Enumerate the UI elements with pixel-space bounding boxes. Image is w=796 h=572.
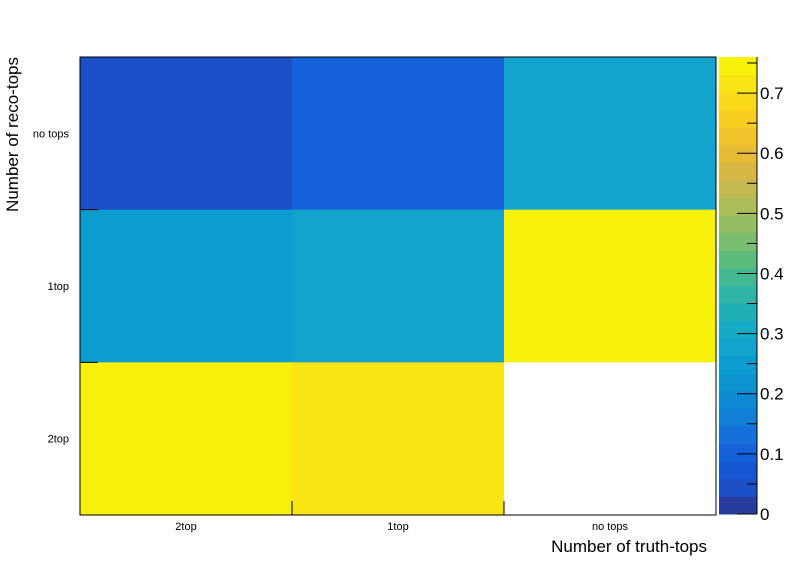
y-tick-label: 1top — [48, 281, 69, 293]
colorbar-swatch — [719, 74, 757, 93]
colorbar-tick-label: 0.4 — [760, 264, 784, 283]
heatmap-cells — [80, 57, 717, 516]
colorbar-tick-label: 0.5 — [760, 204, 784, 223]
heatmap-cell — [504, 209, 717, 363]
colorbar-tick-label: 0.3 — [760, 325, 784, 344]
axis-ticks — [79, 56, 717, 516]
colorbar-swatch — [719, 443, 757, 462]
colorbar-swatch — [719, 232, 757, 251]
colorbar-tick-label: 0.6 — [760, 144, 784, 163]
heatmap-cell — [292, 57, 505, 211]
x-tick-label: 1top — [387, 521, 408, 533]
colorbar-swatch — [719, 496, 757, 515]
colorbar-swatch — [719, 57, 757, 76]
colorbar-swatch — [719, 144, 757, 163]
colorbar-swatch — [719, 338, 757, 357]
colorbar-swatch — [719, 180, 757, 199]
colorbar-swatch — [719, 109, 757, 128]
colorbar-swatch — [719, 267, 757, 286]
y-axis-title: Number of reco-tops — [3, 57, 22, 212]
heatmap-cell — [80, 209, 293, 363]
heatmap-cell — [504, 362, 717, 516]
colorbar-tick-label: 0.7 — [760, 84, 784, 103]
heatmap-cell — [292, 209, 505, 363]
colorbar-swatch — [719, 215, 757, 234]
colorbar-swatch — [719, 250, 757, 269]
colorbar-swatch — [719, 408, 757, 427]
colorbar-swatch — [719, 355, 757, 374]
colorbar-swatch — [719, 390, 757, 410]
colorbar-swatch — [719, 373, 757, 392]
x-tick-label: 2top — [175, 521, 196, 533]
x-tick-label: no tops — [592, 521, 629, 533]
colorbar-swatch — [719, 478, 757, 497]
heatmap-cell — [504, 57, 717, 211]
y-tick-label: 2top — [48, 434, 69, 446]
heatmap-cell — [80, 57, 293, 211]
colorbar-swatch — [719, 162, 757, 181]
colorbar-swatch — [719, 303, 757, 322]
colorbar-swatch — [719, 127, 757, 146]
y-tick-labels: no tops 1top 2top — [33, 128, 70, 445]
colorbar-tick-label: 0 — [760, 505, 769, 524]
heatmap-cell — [80, 362, 293, 516]
colorbar-swatch — [719, 92, 757, 111]
colorbar-swatch — [719, 197, 757, 216]
y-tick-label: no tops — [33, 128, 70, 140]
x-tick-labels: 2top 1top no tops — [175, 521, 628, 533]
colorbar-tick-label: 0.1 — [760, 445, 784, 464]
x-axis-title: Number of truth-tops — [551, 537, 707, 556]
colorbar-swatch — [719, 426, 757, 445]
colorbar-swatch — [719, 320, 757, 339]
colorbar: 0 0.1 0.2 0.3 0.4 0.5 0.6 0.7 — [719, 57, 784, 524]
heatmap-cell — [292, 362, 505, 516]
plot-frame — [79, 56, 717, 516]
colorbar-swatch — [719, 285, 757, 304]
colorbar-swatch — [719, 461, 757, 480]
colorbar-tick-label: 0.2 — [760, 385, 784, 404]
